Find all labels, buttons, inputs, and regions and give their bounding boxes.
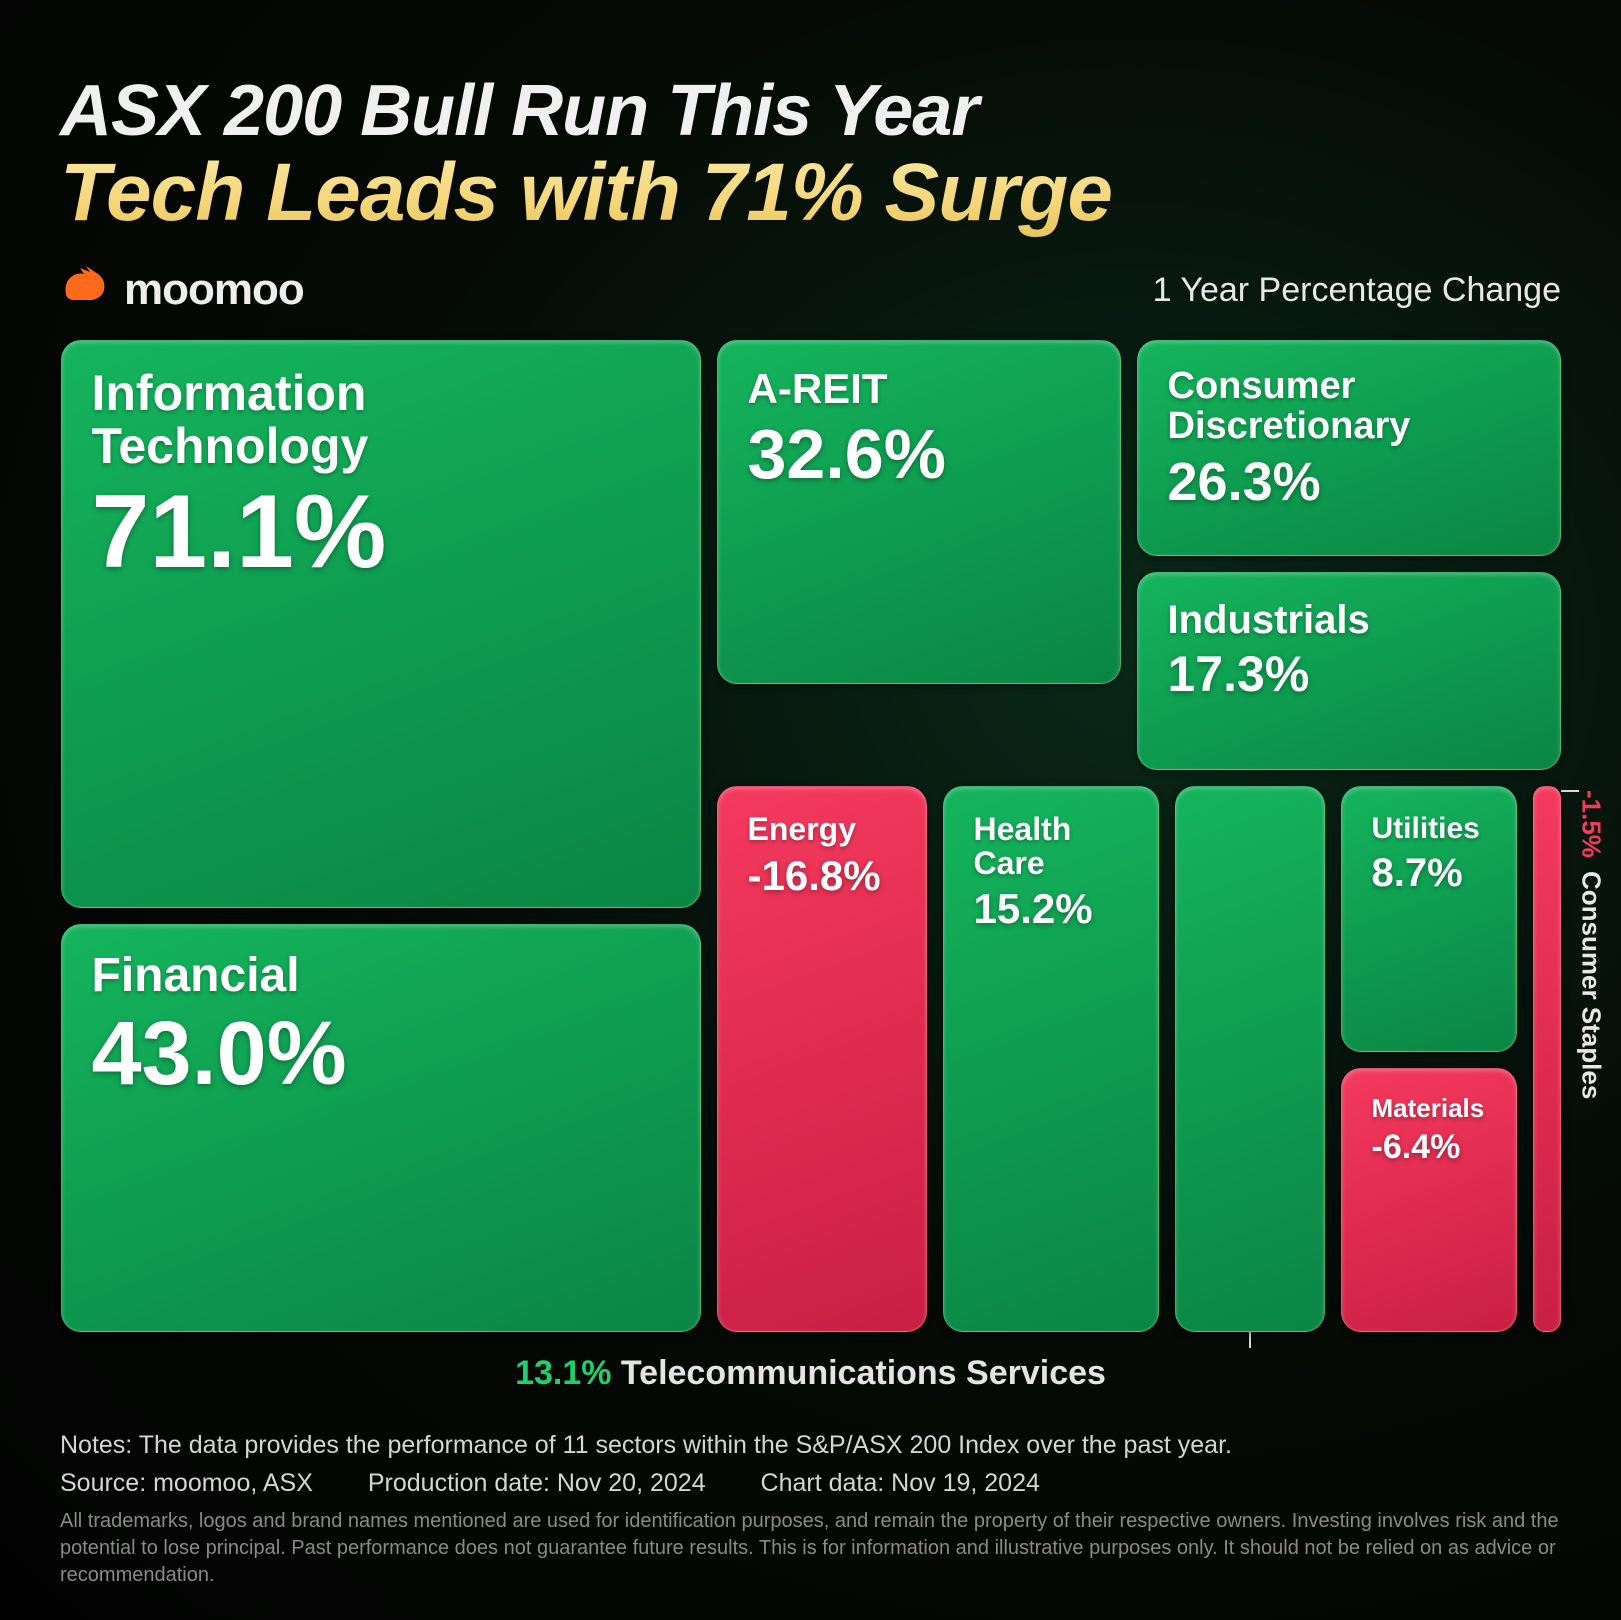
tile-value: 32.6% (748, 419, 1090, 489)
tile-value: 71.1% (92, 480, 670, 584)
tile-consdisc: ConsumerDiscretionary 26.3% (1137, 340, 1561, 556)
notes: Notes: The data provides the performance… (60, 1427, 1561, 1465)
staples-leader-line (1561, 790, 1579, 792)
tile-label: Materials (1372, 1095, 1486, 1122)
tile-materials: Materials -6.4% (1341, 1068, 1517, 1332)
tile-value: 43.0% (92, 1009, 670, 1099)
telecom-label: Telecommunications Services (621, 1354, 1106, 1392)
production-date: Production date: Nov 20, 2024 (368, 1469, 706, 1497)
tile-value: 26.3% (1168, 455, 1530, 509)
tile-value: 8.7% (1372, 853, 1486, 893)
brand-name: moomoo (124, 265, 304, 315)
consumer-staples-value: -1.5% (1577, 790, 1607, 858)
chart-data-date: Chart data: Nov 19, 2024 (761, 1469, 1040, 1497)
brand: moomoo (60, 264, 304, 316)
tile-label: Financial (92, 951, 670, 1001)
tile-it: InformationTechnology71.1% (61, 340, 701, 908)
tile-constap (1533, 786, 1561, 1332)
treemap-chart: -1.5% Consumer Staples InformationTechno… (61, 340, 1561, 1332)
meta-row: Source: moomoo, ASX Production date: Nov… (60, 1469, 1561, 1498)
tile-value: -16.8% (748, 855, 896, 897)
tile-telecom (1175, 786, 1325, 1332)
moomoo-logo-icon (60, 264, 110, 316)
source: Source: moomoo, ASX (60, 1469, 313, 1497)
tile-label: HealthCare (974, 813, 1128, 880)
tile-areit: A-REIT 32.6% (717, 340, 1121, 684)
tile-utilities: Utilities 8.7% (1341, 786, 1517, 1052)
tile-label: Energy (748, 813, 896, 847)
tile-label: Industrials (1168, 599, 1530, 641)
title-line-1: ASX 200 Bull Run This Year (60, 70, 1561, 152)
subtitle: 1 Year Percentage Change (1153, 271, 1561, 310)
tile-label: ConsumerDiscretionary (1168, 367, 1530, 447)
tile-value: 15.2% (974, 888, 1128, 930)
tile-energy: Energy -16.8% (717, 786, 927, 1332)
tile-healthcare: HealthCare 15.2% (943, 786, 1159, 1332)
tile-label: InformationTechnology (92, 367, 670, 472)
title-line-2: Tech Leads with 71% Surge (60, 146, 1561, 240)
tile-value: -6.4% (1372, 1130, 1486, 1164)
consumer-staples-external-label: -1.5% Consumer Staples (1576, 790, 1607, 1099)
telecom-value: 13.1% (515, 1354, 611, 1392)
telecom-callout: 13.1% Telecommunications Services (60, 1354, 1561, 1393)
tile-financial: Financial 43.0% (61, 924, 701, 1332)
header: ASX 200 Bull Run This Year Tech Leads wi… (60, 70, 1561, 316)
tile-value: 17.3% (1168, 649, 1530, 699)
tile-label: Utilities (1372, 813, 1486, 845)
consumer-staples-label: Consumer Staples (1577, 871, 1607, 1099)
tile-label: A-REIT (748, 367, 1090, 411)
disclaimer: All trademarks, logos and brand names me… (60, 1508, 1560, 1589)
tile-industrials: Industrials 17.3% (1137, 572, 1561, 770)
